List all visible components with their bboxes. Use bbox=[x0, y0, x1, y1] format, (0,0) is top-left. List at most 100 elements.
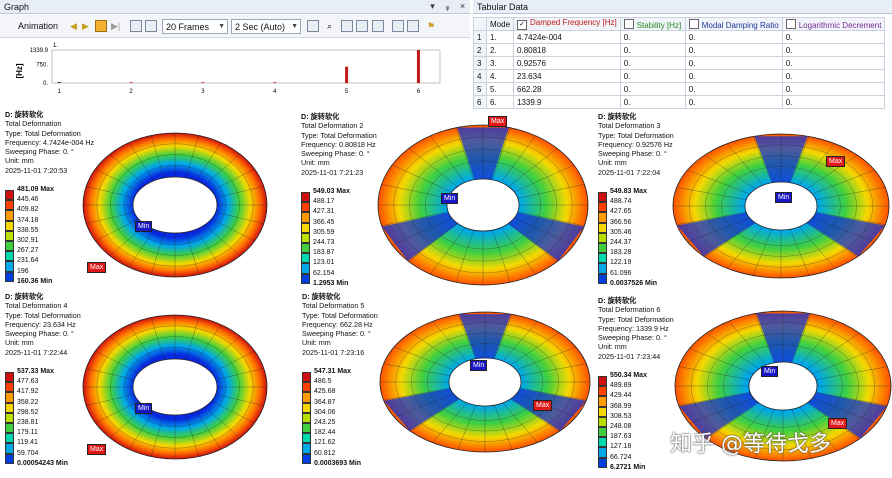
table-view-icon[interactable] bbox=[392, 20, 404, 32]
table-row[interactable]: 2 2. 0.80818 0. 0. 0. bbox=[473, 43, 886, 57]
frequency-bar[interactable] bbox=[57, 82, 61, 83]
mesh-ring bbox=[96, 325, 254, 449]
mesh-line bbox=[492, 127, 511, 180]
mesh-line bbox=[494, 314, 513, 359]
mesh-line bbox=[150, 413, 165, 457]
disk-body bbox=[377, 124, 589, 286]
min-probe-tag[interactable]: Min bbox=[135, 221, 153, 232]
legend-value: 196 bbox=[17, 267, 29, 275]
result-info-line: Sweeping Phase: 0. ° bbox=[598, 149, 667, 159]
max-probe-tag[interactable]: Max bbox=[488, 116, 508, 127]
check-icon[interactable]: ✓ bbox=[517, 20, 528, 30]
table-row[interactable]: 1 1. 4.7424e-004 0. 0. 0. bbox=[473, 30, 886, 44]
frequency-bar[interactable] bbox=[129, 82, 133, 83]
table-cell: 0.80818 bbox=[513, 43, 621, 57]
zoom-box-icon[interactable] bbox=[356, 20, 368, 32]
result-sets-icon[interactable] bbox=[145, 20, 157, 32]
frames-value: 20 Frames bbox=[166, 22, 210, 32]
checkbox[interactable] bbox=[785, 18, 796, 29]
result-info-line: Total Deformation 2 bbox=[301, 121, 364, 131]
table-cell: 2. bbox=[485, 43, 515, 57]
legend-value: 1.2953 Min bbox=[313, 279, 349, 287]
chart-view-icon[interactable] bbox=[407, 20, 419, 32]
mesh-line bbox=[519, 388, 587, 401]
close-icon[interactable]: × bbox=[459, 1, 466, 11]
distributed-frames-icon[interactable] bbox=[130, 20, 142, 32]
table-corner bbox=[473, 17, 487, 31]
min-probe-tag[interactable]: Min bbox=[470, 360, 488, 371]
frequency-bar[interactable] bbox=[416, 50, 420, 83]
legend-color-band bbox=[5, 443, 14, 454]
duration-dropdown[interactable]: 2 Sec (Auto) ▼ bbox=[231, 19, 301, 34]
play-icon[interactable]: ▶ bbox=[82, 21, 89, 31]
legend-value: 547.31 Max bbox=[314, 368, 351, 375]
export-video-icon[interactable] bbox=[307, 20, 319, 32]
mesh-line bbox=[95, 168, 139, 192]
zoom-fit-icon[interactable] bbox=[341, 20, 353, 32]
checkbox[interactable] bbox=[623, 18, 634, 29]
result-info: D: 旋转软化 Total Deformation 5 Type: Total De… bbox=[302, 292, 378, 357]
table-cell: 1339.9 bbox=[513, 95, 621, 109]
table-row[interactable]: 3 3. 0.92576 0. 0. 0. bbox=[473, 56, 886, 70]
marker-icon[interactable]: ⚑ bbox=[427, 21, 436, 31]
legend-color-band bbox=[301, 273, 310, 284]
previous-frame-icon[interactable]: ◀ bbox=[70, 21, 77, 31]
legend-color-band bbox=[301, 192, 310, 203]
mesh-line bbox=[752, 229, 772, 276]
legend-value: 488.74 bbox=[610, 198, 632, 206]
min-probe-tag[interactable]: Min bbox=[135, 403, 153, 414]
disk-body bbox=[379, 311, 591, 453]
legend-value: 549.83 Max bbox=[610, 188, 647, 195]
table-row[interactable]: 4 4. 23.634 0. 0. 0. bbox=[473, 69, 886, 83]
frames-dropdown[interactable]: 20 Frames ▼ bbox=[162, 19, 228, 34]
x-tick-label: 3 bbox=[201, 89, 205, 95]
mesh-line bbox=[514, 164, 575, 193]
table-cell: 0. bbox=[619, 95, 686, 109]
legend-color-band bbox=[301, 243, 310, 254]
table-cell: 0. bbox=[619, 69, 686, 83]
result-info-line: Type: Total Deformation bbox=[301, 130, 377, 140]
blue-band bbox=[381, 205, 483, 261]
column-header-stability[interactable]: Stability [Hz] bbox=[619, 17, 686, 31]
min-probe-tag[interactable]: Min bbox=[761, 366, 779, 377]
column-header-modal-damping-ratio[interactable]: Modal Damping Ratio bbox=[684, 17, 783, 31]
max-probe-tag[interactable]: Max bbox=[87, 444, 107, 455]
next-frame-icon[interactable]: ▶| bbox=[111, 21, 121, 31]
stop-icon[interactable] bbox=[95, 20, 107, 32]
zoom-icon[interactable]: ⌕ bbox=[327, 21, 333, 31]
auto-hide-icon[interactable]: ᵩ bbox=[445, 1, 450, 11]
frequency-bar[interactable] bbox=[273, 82, 277, 83]
table-cell: 0. bbox=[781, 82, 886, 96]
mesh-ring bbox=[393, 136, 573, 274]
min-probe-tag[interactable]: Min bbox=[775, 192, 793, 203]
mesh-line bbox=[676, 212, 747, 225]
result-info-line: Type: Total Deformation bbox=[598, 314, 674, 324]
mesh-line bbox=[502, 321, 538, 362]
column-header-damped-frequency[interactable]: ✓ Damped Frequency [Hz] bbox=[513, 17, 621, 31]
mesh-line bbox=[211, 350, 255, 374]
legend-value: 66.724 bbox=[610, 453, 632, 461]
table-row[interactable]: 5 5. 662.28 0. 0. 0. bbox=[473, 82, 886, 96]
mesh-line bbox=[492, 230, 511, 283]
result-info-line: Sweeping Phase: 0. ° bbox=[5, 329, 74, 339]
table-cell: 5. bbox=[485, 82, 515, 96]
pin-icon[interactable]: ▾ bbox=[430, 1, 435, 11]
max-probe-tag[interactable]: Max bbox=[533, 400, 553, 411]
column-header-mode[interactable]: Mode bbox=[485, 17, 515, 31]
legend-value: 308.53 bbox=[610, 412, 632, 420]
table-row[interactable]: 6 6. 1339.9 0. 0. 0. bbox=[473, 95, 886, 109]
mesh-line bbox=[500, 227, 536, 275]
checkbox[interactable] bbox=[688, 18, 699, 29]
max-probe-tag[interactable]: Max bbox=[826, 156, 846, 167]
max-probe-tag[interactable]: Max bbox=[87, 262, 107, 273]
result-title: D: 旋转软化 bbox=[301, 112, 340, 121]
frequency-bar[interactable] bbox=[201, 82, 205, 83]
frequency-bar[interactable] bbox=[345, 66, 349, 83]
legend-value: 238.81 bbox=[17, 419, 39, 426]
min-probe-tag[interactable]: Min bbox=[441, 193, 459, 204]
column-header-logarithmic-decrement[interactable]: Logarithmic Decrement bbox=[781, 17, 886, 31]
table-cell: 3. bbox=[485, 56, 515, 70]
legend-color-band bbox=[598, 243, 607, 254]
copy-icon[interactable] bbox=[372, 20, 384, 32]
max-probe-tag[interactable]: Max bbox=[828, 418, 848, 429]
